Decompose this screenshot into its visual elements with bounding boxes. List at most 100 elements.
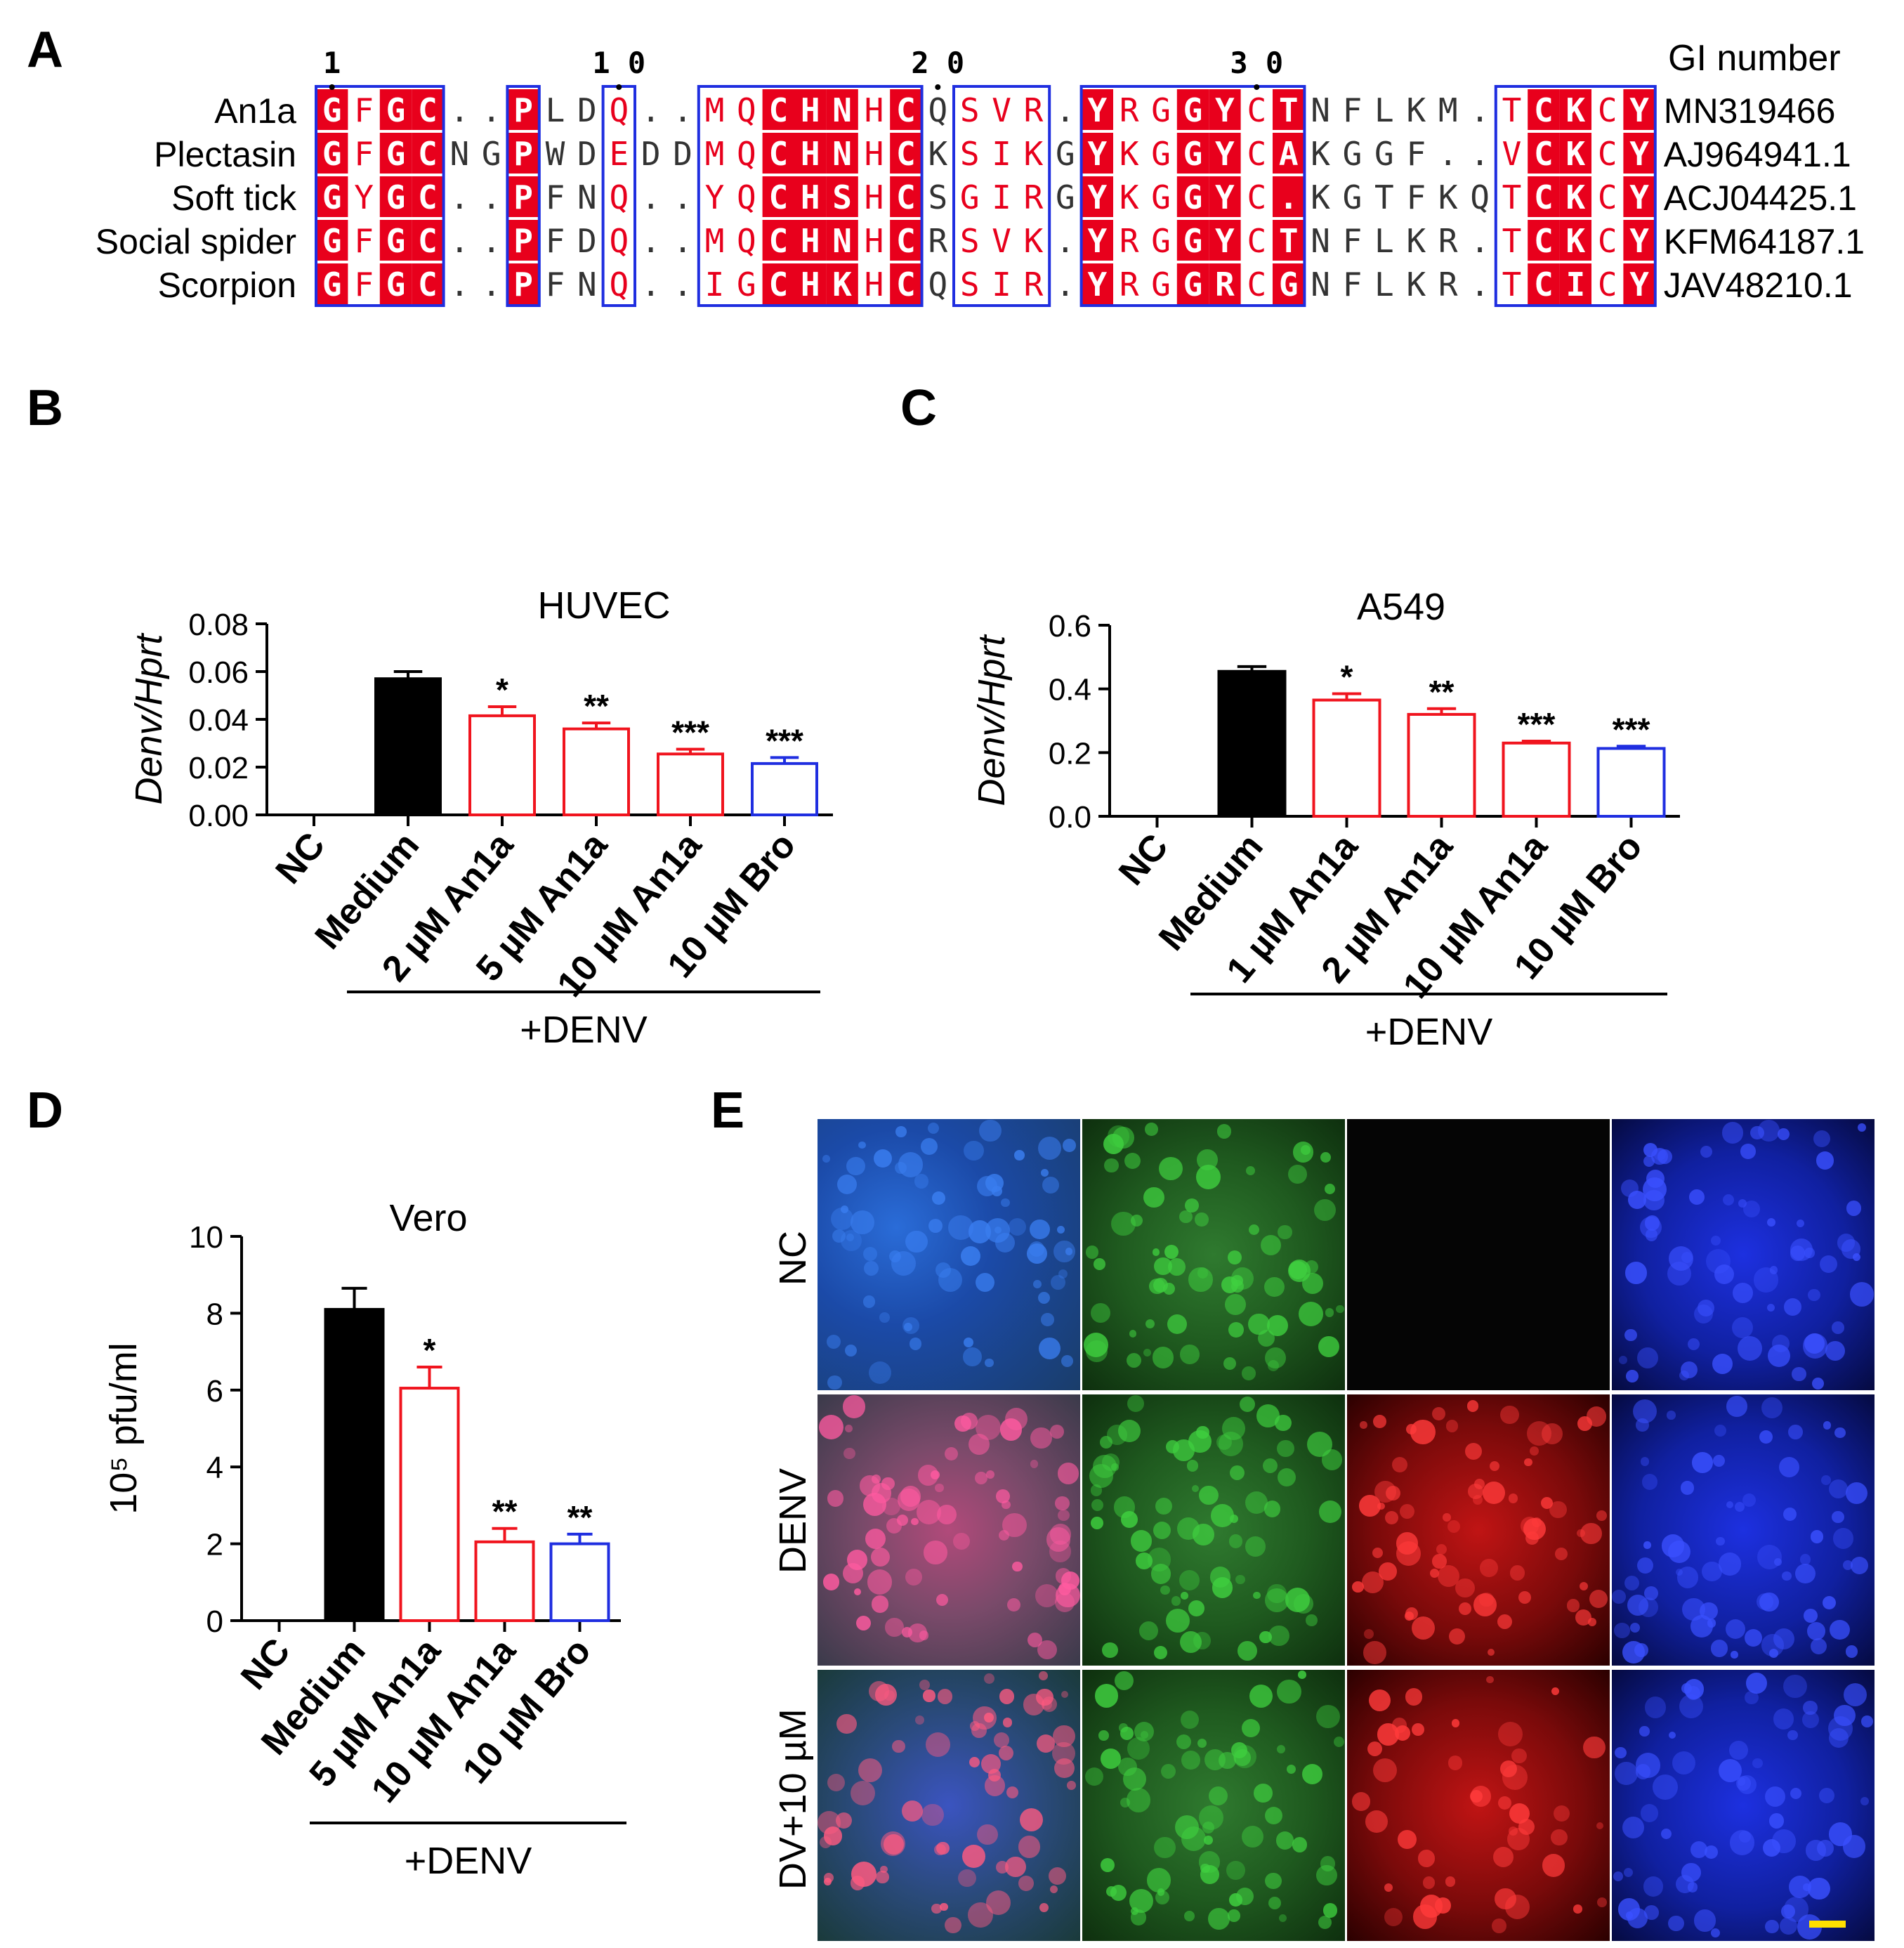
residue: H xyxy=(865,266,884,303)
cell-spot xyxy=(938,1689,953,1704)
chart-title: A549 xyxy=(1357,586,1445,628)
residue: D xyxy=(641,135,661,173)
cell-spot xyxy=(1192,1484,1200,1492)
residue: K xyxy=(1311,178,1330,216)
conserved-cell xyxy=(762,263,794,304)
cell-spot xyxy=(1278,1914,1287,1923)
cell-spot xyxy=(1061,1691,1068,1699)
cell-spot xyxy=(1193,1632,1211,1649)
residue: . xyxy=(482,222,501,260)
cell-spot xyxy=(1197,1267,1209,1279)
cell-spot xyxy=(1782,1571,1792,1581)
cell-spot xyxy=(874,1149,893,1168)
cell-spot xyxy=(846,1156,865,1176)
cell-spot xyxy=(1264,1588,1289,1612)
residue: T xyxy=(1502,266,1522,303)
significance-mark: ** xyxy=(584,688,609,724)
cell-spot xyxy=(1766,1218,1775,1227)
cell-spot xyxy=(1061,1354,1073,1367)
cell-spot xyxy=(1030,1220,1050,1240)
cell-spot xyxy=(1526,1420,1551,1446)
cell-spot xyxy=(824,1826,843,1845)
cell-spot xyxy=(940,1902,948,1911)
residue: C xyxy=(1247,91,1266,129)
cell-spot xyxy=(1179,1210,1193,1224)
residue: G xyxy=(386,91,406,129)
cell-spot xyxy=(1120,1511,1138,1529)
cell-spot xyxy=(1714,1424,1727,1437)
cell-spot xyxy=(1181,1751,1200,1770)
cell-spot xyxy=(1216,1434,1232,1451)
cell-spot xyxy=(1161,1763,1176,1779)
residue: C xyxy=(1247,178,1266,216)
cell-spot xyxy=(1245,1536,1266,1557)
cell-spot xyxy=(1301,1145,1311,1155)
residue: S xyxy=(928,178,947,216)
conserved-cell xyxy=(890,89,922,130)
cell-spot xyxy=(1256,1404,1280,1427)
residue: . xyxy=(641,222,661,260)
cell-spot xyxy=(1640,1457,1650,1466)
residue: . xyxy=(449,222,469,260)
cell-spot xyxy=(1668,1246,1694,1272)
residue: M xyxy=(1438,91,1458,129)
cell-spot xyxy=(1120,1727,1134,1740)
cell-spot xyxy=(1780,1917,1798,1935)
cell-spot xyxy=(1181,1826,1207,1851)
cell-spot xyxy=(1277,1439,1294,1458)
cell-spot xyxy=(1027,1632,1043,1648)
cell-spot xyxy=(1102,1642,1118,1659)
microscopy-tile xyxy=(1082,1394,1345,1666)
cell-spot xyxy=(1318,1335,1340,1357)
cell-spot xyxy=(1379,1562,1397,1581)
residue: N xyxy=(577,178,597,216)
residue: R xyxy=(1215,266,1235,303)
cell-spot xyxy=(909,1337,922,1350)
cell-spot xyxy=(1286,1764,1296,1774)
residue: . xyxy=(641,91,661,129)
cell-spot xyxy=(1264,1807,1282,1825)
residue: K xyxy=(1024,135,1044,173)
cell-spot xyxy=(1745,1690,1759,1704)
cell-spot xyxy=(1612,1590,1626,1604)
cell-spot xyxy=(1268,1896,1282,1909)
conserved-cell xyxy=(412,89,444,130)
cell-spot xyxy=(1783,1674,1807,1699)
residue: P xyxy=(513,222,533,260)
cell-spot xyxy=(927,1123,939,1135)
cell-spot xyxy=(1257,1330,1275,1347)
conserved-cell xyxy=(1528,220,1560,261)
residue: S xyxy=(832,178,852,216)
cell-spot xyxy=(1742,1493,1756,1507)
conserved-cell xyxy=(507,133,539,174)
residue: C xyxy=(1247,222,1266,260)
cell-spot xyxy=(994,1732,1009,1748)
residue: G xyxy=(1183,135,1203,173)
significance-mark: ** xyxy=(492,1493,518,1530)
y-tick-label: 0.06 xyxy=(188,655,249,690)
cell-spot xyxy=(862,1295,876,1308)
residue: K xyxy=(832,266,852,303)
residue: G xyxy=(482,135,501,173)
cell-spot xyxy=(1112,1126,1135,1149)
cell-spot xyxy=(1422,1876,1436,1889)
cell-spot xyxy=(1782,1508,1797,1521)
cell-spot xyxy=(1130,1214,1143,1227)
conserved-cell xyxy=(1176,220,1209,261)
cell-spot xyxy=(1672,1751,1696,1774)
residue: L xyxy=(1374,266,1394,303)
residue: N xyxy=(832,91,852,129)
cell-spot xyxy=(1139,1621,1159,1641)
residue: W xyxy=(546,135,565,173)
similarity-box xyxy=(952,85,1051,307)
cell-spot xyxy=(1091,1498,1103,1511)
cell-spot xyxy=(1816,1151,1834,1170)
cell-spot xyxy=(1518,1818,1535,1835)
conserved-cell xyxy=(1081,176,1113,217)
similarity-box xyxy=(506,85,541,307)
cell-spot xyxy=(837,1174,858,1194)
cell-spot xyxy=(1587,1617,1597,1627)
residue: C xyxy=(418,91,438,129)
cell-spot xyxy=(888,1250,902,1263)
residue: R xyxy=(1120,91,1139,129)
